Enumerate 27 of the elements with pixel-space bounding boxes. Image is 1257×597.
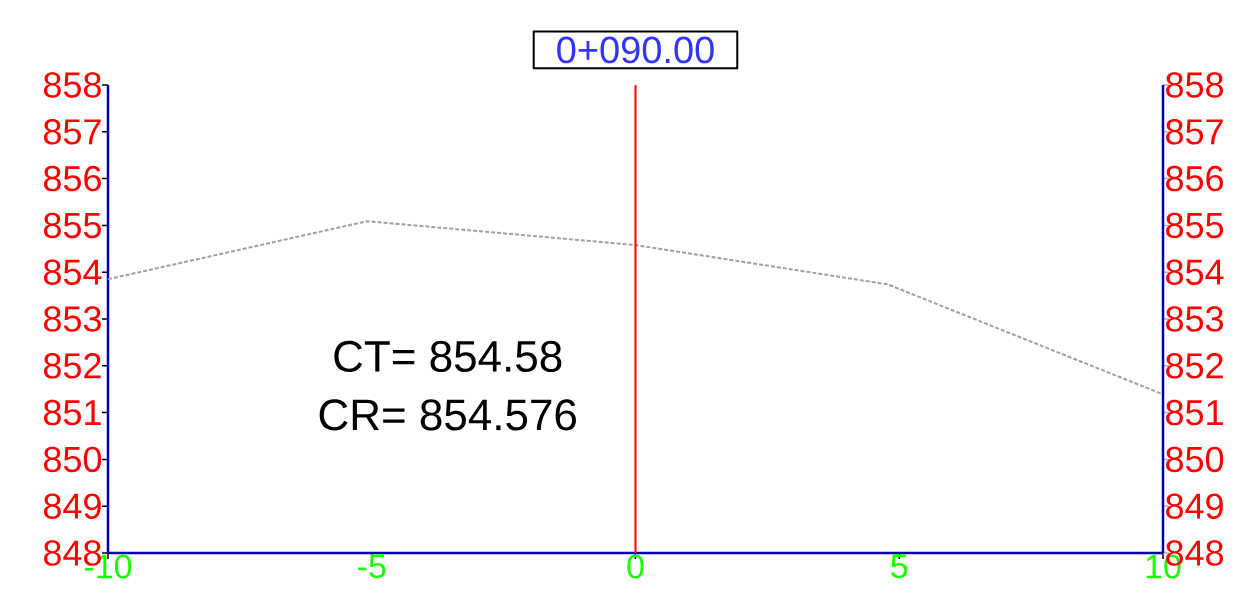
y2-tick-label: 855 xyxy=(1166,212,1224,239)
y2-tick-label: 857 xyxy=(1166,119,1223,145)
y2-tick-label: 850 xyxy=(1166,446,1224,473)
y2-tick-label: 858 xyxy=(1166,72,1224,98)
y-tick-label: 849 xyxy=(43,493,101,519)
y-tick-label: 850 xyxy=(43,446,102,473)
annotation: CT= 854.58 xyxy=(334,340,562,373)
y-tick-label: 853 xyxy=(43,306,101,332)
x-tick-label: -5 xyxy=(358,554,386,579)
chart-title: 0+090.00 xyxy=(557,36,714,64)
y-tick-label: 855 xyxy=(43,212,101,239)
y2-tick-label: 853 xyxy=(1166,306,1223,332)
line-series xyxy=(107,220,1164,396)
y-tick-label: 856 xyxy=(43,165,101,192)
y2-tick-label: 851 xyxy=(1166,399,1223,426)
y-tick-label: 858 xyxy=(43,72,101,98)
y-tick-label: 851 xyxy=(43,399,101,426)
y2-tick-label: 854 xyxy=(1166,259,1224,285)
y2-tick-label: 856 xyxy=(1166,165,1223,192)
y-tick-label: 852 xyxy=(43,353,101,379)
y2-tick-label: 852 xyxy=(1166,353,1223,379)
y2-tick-label: 849 xyxy=(1166,493,1223,519)
y-tick-label: 857 xyxy=(43,119,101,145)
x-tick-label: 5 xyxy=(891,554,908,579)
annotation: CR= 854.576 xyxy=(319,399,576,431)
y-tick-label: 854 xyxy=(43,259,102,285)
x-tick-label: 0 xyxy=(627,554,644,579)
